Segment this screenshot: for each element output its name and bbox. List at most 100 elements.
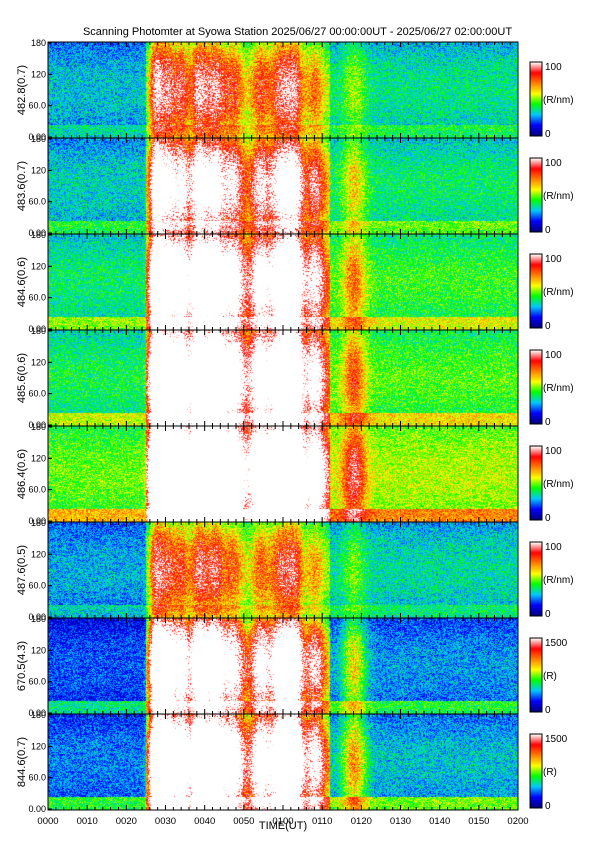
colorbar-max-label: 100 <box>545 350 562 361</box>
panel-ylabel: 670.5(4.3) <box>16 641 28 691</box>
colorbar <box>530 542 542 616</box>
colorbar-frame <box>529 733 543 809</box>
x-tick-label: 0030 <box>155 816 176 827</box>
colorbar-unit-label: (R) <box>543 767 557 778</box>
y-tick-label: 60.0 <box>28 677 46 687</box>
y-tick-label: 120 <box>31 165 46 175</box>
x-tick-label: 0130 <box>390 816 411 827</box>
colorbar <box>530 62 542 136</box>
colorbar <box>530 734 542 808</box>
heatmap-image <box>48 138 518 234</box>
panel-7: 0.00 60.0 120 180 844.6(0.7) 1500 (R) 0 <box>16 710 568 814</box>
colorbar-min-label: 0 <box>545 225 551 236</box>
heatmap-image <box>48 618 518 714</box>
colorbar-min-label: 0 <box>545 801 551 812</box>
colorbar-unit-label: (R/nm) <box>543 191 574 202</box>
y-tick-label: 120 <box>31 261 46 271</box>
colorbar-frame <box>529 61 543 137</box>
colorbar-frame <box>529 253 543 329</box>
x-tick-label: 0010 <box>77 816 98 827</box>
x-tick-label: 0000 <box>37 816 58 827</box>
y-tick-label: 60.0 <box>28 197 46 207</box>
colorbar-min-label: 0 <box>545 321 551 332</box>
panel-ylabel: 486.4(0.6) <box>16 449 28 499</box>
colorbar-min-label: 0 <box>545 513 551 524</box>
heatmap-image <box>48 330 518 426</box>
y-tick-label: 0.00 <box>28 612 46 622</box>
heatmap-image <box>48 714 518 810</box>
y-tick-label: 0.00 <box>28 420 46 430</box>
y-tick-label: 180 <box>31 38 46 48</box>
colorbar-unit-label: (R) <box>543 671 557 682</box>
y-tick-label: 180 <box>31 422 46 432</box>
y-tick-label: 180 <box>31 134 46 144</box>
panel-2: 0.00 60.0 120 180 484.6(0.6) 100 (R/nm) 0 <box>16 230 574 334</box>
colorbar-min-label: 0 <box>545 129 551 140</box>
colorbar <box>530 446 542 520</box>
y-tick-label: 60.0 <box>28 485 46 495</box>
colorbar-max-label: 100 <box>545 254 562 265</box>
colorbar-frame <box>529 445 543 521</box>
colorbar-max-label: 1500 <box>545 638 568 649</box>
y-tick-label: 180 <box>31 710 46 720</box>
y-tick-label: 60.0 <box>28 581 46 591</box>
colorbar-frame <box>529 157 543 233</box>
panel-ylabel: 487.6(0.5) <box>16 545 28 595</box>
colorbar-unit-label: (R/nm) <box>543 95 574 106</box>
y-tick-label: 0.00 <box>28 516 46 526</box>
y-tick-label: 60.0 <box>28 293 46 303</box>
panel-ylabel: 483.6(0.7) <box>16 161 28 211</box>
x-axis-label: TIME(UT) <box>258 820 308 832</box>
panel-1: 0.00 60.0 120 180 483.6(0.7) 100 (R/nm) 0 <box>16 134 574 238</box>
x-tick-label: 0050 <box>233 816 254 827</box>
y-tick-label: 60.0 <box>28 773 46 783</box>
heatmap-image <box>48 522 518 618</box>
panel-3: 0.00 60.0 120 180 485.6(0.6) 100 (R/nm) 0 <box>16 326 574 430</box>
colorbar-max-label: 100 <box>545 446 562 457</box>
colorbar-max-label: 100 <box>545 158 562 169</box>
x-tick-label: 0040 <box>194 816 215 827</box>
y-tick-label: 120 <box>31 741 46 751</box>
y-tick-label: 120 <box>31 453 46 463</box>
panel-ylabel: 485.6(0.6) <box>16 353 28 403</box>
colorbar-max-label: 100 <box>545 542 562 553</box>
x-tick-label: 0200 <box>507 816 528 827</box>
panel-4: 0.00 60.0 120 180 486.4(0.6) 100 (R/nm) 0 <box>16 422 574 526</box>
y-tick-label: 120 <box>31 549 46 559</box>
colorbar <box>530 638 542 712</box>
x-tick-label: 0140 <box>429 816 450 827</box>
x-tick-label: 0120 <box>351 816 372 827</box>
colorbar-min-label: 0 <box>545 609 551 620</box>
panel-ylabel: 484.6(0.6) <box>16 257 28 307</box>
y-tick-label: 0.00 <box>28 228 46 238</box>
y-tick-label: 120 <box>31 357 46 367</box>
y-tick-label: 0.00 <box>28 708 46 718</box>
colorbar-unit-label: (R/nm) <box>543 479 574 490</box>
panel-ylabel: 482.8(0.7) <box>16 65 28 115</box>
y-tick-label: 180 <box>31 326 46 336</box>
panel-5: 0.00 60.0 120 180 487.6(0.5) 100 (R/nm) 0 <box>16 518 574 622</box>
heatmap-image <box>48 426 518 522</box>
colorbar-frame <box>529 541 543 617</box>
heatmap-image <box>48 234 518 330</box>
colorbar-unit-label: (R/nm) <box>543 287 574 298</box>
colorbar-frame <box>529 637 543 713</box>
heatmap-image <box>48 42 518 138</box>
y-tick-label: 180 <box>31 230 46 240</box>
colorbar-max-label: 1500 <box>545 734 568 745</box>
x-tick-label: 0020 <box>116 816 137 827</box>
panel-6: 0.00 60.0 120 180 670.5(4.3) 1500 (R) 0 <box>16 614 568 718</box>
y-tick-label: 60.0 <box>28 101 46 111</box>
colorbar-unit-label: (R/nm) <box>543 575 574 586</box>
y-tick-label: 120 <box>31 645 46 655</box>
panel-0: 0.00 60.0 120 180 482.8(0.7) 100 (R/nm) 0 <box>16 38 574 142</box>
chart-title: Scanning Photomter at Syowa Station 2025… <box>82 26 513 38</box>
colorbar <box>530 254 542 328</box>
colorbar <box>530 350 542 424</box>
colorbar-max-label: 100 <box>545 62 562 73</box>
panel-ylabel: 844.6(0.7) <box>16 737 28 787</box>
y-tick-label: 180 <box>31 614 46 624</box>
colorbar-frame <box>529 349 543 425</box>
y-tick-label: 0.00 <box>28 804 46 814</box>
